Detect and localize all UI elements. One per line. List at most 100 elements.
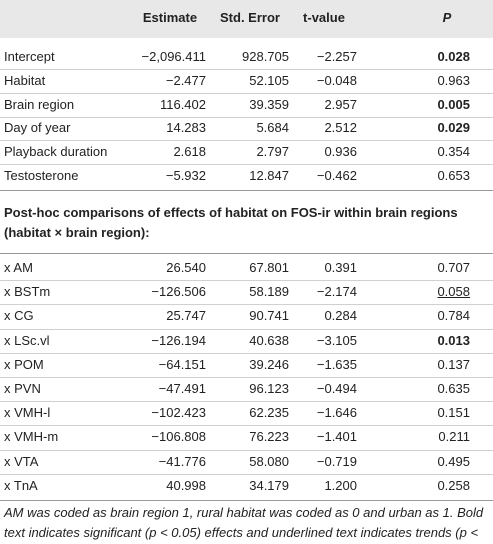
value-cell: 0.058 bbox=[437, 284, 470, 300]
value-cell: 40.998 bbox=[166, 477, 206, 493]
value-cell: 0.029 bbox=[437, 120, 470, 136]
value-cell: 58.080 bbox=[249, 453, 289, 469]
row-label: Brain region bbox=[4, 96, 75, 112]
row-separator bbox=[0, 116, 493, 118]
value-cell: 0.963 bbox=[437, 72, 470, 88]
value-cell: 0.784 bbox=[437, 308, 470, 324]
value-cell: 14.283 bbox=[166, 120, 206, 136]
section-heading: Post-hoc comparisons of effects of habit… bbox=[4, 205, 458, 240]
value-cell: −106.808 bbox=[151, 429, 206, 445]
value-cell: −1.646 bbox=[316, 405, 357, 421]
value-cell: 0.151 bbox=[437, 405, 470, 421]
value-cell: −126.506 bbox=[151, 284, 206, 300]
row-separator bbox=[0, 140, 493, 142]
value-cell: −2.174 bbox=[316, 284, 357, 300]
value-cell: 0.653 bbox=[437, 168, 470, 183]
value-cell: 26.540 bbox=[166, 260, 206, 275]
value-cell: −3.105 bbox=[316, 332, 357, 348]
column-header: Std. Error bbox=[220, 10, 280, 25]
row-separator bbox=[0, 473, 493, 475]
value-cell: −41.776 bbox=[158, 453, 206, 469]
column-header: P bbox=[442, 10, 452, 25]
value-cell: 0.707 bbox=[437, 260, 470, 275]
value-cell: 90.741 bbox=[249, 308, 289, 324]
row-label: Day of year bbox=[4, 120, 71, 136]
value-cell: −2.477 bbox=[165, 72, 206, 88]
value-cell: 0.005 bbox=[437, 96, 470, 112]
section-separator bbox=[0, 190, 493, 191]
row-separator bbox=[0, 164, 493, 166]
value-cell: −2.257 bbox=[316, 49, 357, 64]
header-background bbox=[0, 0, 493, 38]
column-header: t-value bbox=[303, 10, 345, 25]
value-cell: −1.401 bbox=[316, 429, 357, 445]
value-cell: −1.635 bbox=[316, 356, 357, 372]
section-separator bbox=[0, 253, 493, 254]
row-separator bbox=[0, 92, 493, 94]
value-cell: −0.048 bbox=[316, 72, 357, 88]
column-header: Estimate bbox=[142, 10, 198, 25]
value-cell: 1.200 bbox=[324, 477, 357, 493]
value-cell: 0.028 bbox=[437, 49, 470, 64]
value-cell: 0.013 bbox=[437, 332, 470, 348]
value-cell: 34.179 bbox=[249, 477, 289, 493]
value-cell: 39.246 bbox=[249, 356, 289, 372]
row-label: Playback duration bbox=[4, 144, 108, 160]
value-cell: 0.391 bbox=[324, 260, 357, 275]
table-bottom bbox=[0, 500, 493, 501]
row-label: x CG bbox=[4, 308, 34, 324]
row-separator bbox=[0, 328, 493, 330]
value-cell: 52.105 bbox=[249, 72, 289, 88]
value-cell: 62.235 bbox=[249, 405, 289, 421]
row-label: x AM bbox=[4, 260, 33, 275]
value-cell: 0.211 bbox=[438, 429, 470, 445]
row-label: x POM bbox=[4, 356, 44, 372]
value-cell: −0.719 bbox=[316, 453, 357, 469]
row-label: x PVN bbox=[4, 381, 41, 396]
value-cell: −2,096.411 bbox=[141, 49, 206, 64]
value-cell: −5.932 bbox=[165, 168, 206, 183]
row-separator bbox=[0, 304, 493, 306]
value-cell: −0.494 bbox=[316, 381, 357, 396]
row-label: x VMH-l bbox=[4, 405, 51, 421]
row-separator bbox=[0, 425, 493, 427]
value-cell: −0.462 bbox=[316, 168, 357, 183]
footnote: AM was coded as brain region 1, rural ha… bbox=[4, 505, 484, 540]
value-cell: 0.635 bbox=[437, 381, 470, 396]
row-label: x BSTm bbox=[4, 284, 51, 300]
row-label: x TnA bbox=[4, 477, 38, 493]
value-cell: 0.495 bbox=[437, 453, 470, 469]
row-label: x LSc.vl bbox=[4, 332, 50, 348]
value-cell: 2.618 bbox=[173, 144, 206, 160]
value-cell: 2.797 bbox=[256, 144, 289, 160]
row-label: Habitat bbox=[4, 72, 46, 88]
row-label: Testosterone bbox=[4, 168, 79, 183]
value-cell: −47.491 bbox=[158, 381, 206, 396]
row-separator bbox=[0, 449, 493, 451]
value-cell: −126.194 bbox=[151, 332, 206, 348]
value-cell: 0.936 bbox=[324, 144, 357, 160]
row-separator bbox=[0, 352, 493, 354]
value-cell: 76.223 bbox=[249, 429, 289, 445]
value-cell: 58.189 bbox=[249, 284, 289, 300]
value-cell: 5.684 bbox=[256, 120, 289, 136]
value-cell: −64.151 bbox=[158, 356, 206, 372]
value-cell: 0.284 bbox=[324, 308, 357, 324]
value-cell: 39.359 bbox=[249, 96, 289, 112]
row-separator bbox=[0, 280, 493, 282]
row-label: x VMH-m bbox=[4, 429, 59, 445]
value-cell: 12.847 bbox=[249, 168, 289, 183]
value-cell: −102.423 bbox=[151, 405, 206, 421]
value-cell: 928.705 bbox=[242, 49, 289, 64]
value-cell: 2.957 bbox=[324, 96, 357, 112]
value-cell: 40.638 bbox=[249, 332, 289, 348]
row-separator bbox=[0, 376, 493, 378]
row-separator bbox=[0, 401, 493, 403]
value-cell: 96.123 bbox=[249, 381, 289, 396]
row-separator bbox=[0, 68, 493, 70]
value-cell: 0.354 bbox=[437, 144, 470, 160]
value-cell: 2.512 bbox=[324, 120, 357, 136]
value-cell: 116.402 bbox=[159, 96, 206, 112]
row-label: Intercept bbox=[4, 49, 55, 64]
